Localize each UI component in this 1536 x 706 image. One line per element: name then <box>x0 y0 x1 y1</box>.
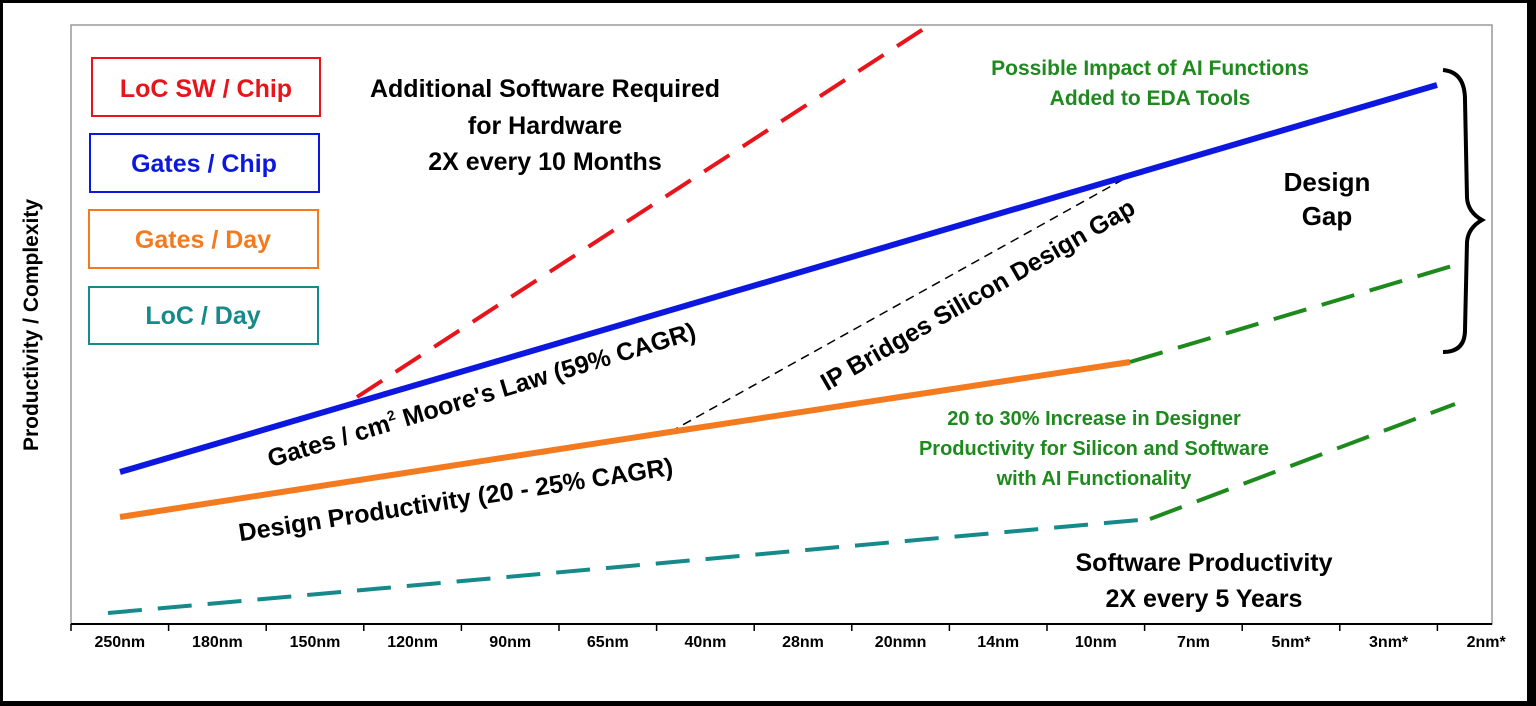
x-tick-label: 10nm <box>1075 634 1117 651</box>
x-axis-ticks: 250nm 180nm 150nm 120nm 90nm 65nm 40nm 28nm 20nm… <box>70 624 1507 651</box>
loc-day-ai-line <box>1149 402 1456 521</box>
x-tick-label: 14nm <box>977 634 1019 651</box>
annotation-line: Software Productivity <box>1076 549 1333 577</box>
ai-eda-annotation: Possible Impact of AI Functions Added to… <box>991 57 1309 110</box>
software-productivity-annotation: Software Productivity 2X every 5 Years <box>1076 549 1333 613</box>
annotation-line: with AI Functionality <box>996 468 1193 490</box>
annotation-line: Productivity for Silicon and Software <box>919 438 1269 460</box>
y-axis-label: Productivity / Complexity <box>20 199 43 451</box>
x-tick-label: 90nm <box>489 634 531 651</box>
x-tick-label: 250nm <box>94 634 145 651</box>
legend-label: Gates / Chip <box>131 150 277 178</box>
x-tick-label: 3nm* <box>1369 634 1409 651</box>
legend-label: LoC / Day <box>145 302 260 330</box>
x-tick-label: 150nm <box>290 634 341 651</box>
x-tick-label: 20nmn <box>875 634 927 651</box>
annotation-line: Design <box>1284 167 1371 197</box>
design-gap-annotation: Design Gap <box>1284 167 1371 231</box>
legend-loc-sw-chip: LoC SW / Chip <box>91 57 321 117</box>
legend-loc-day: LoC / Day <box>88 286 319 345</box>
gates-chip-line <box>119 82 1438 475</box>
x-tick-label: 2nm* <box>1467 634 1507 651</box>
gates-day-line <box>119 359 1131 520</box>
x-tick-label: 5nm* <box>1271 634 1311 651</box>
figure-frame <box>3 3 1527 701</box>
legend-gates-chip: Gates / Chip <box>89 133 320 193</box>
x-tick-label: 120nm <box>387 634 438 651</box>
annotation-line: 2X every 10 Months <box>428 148 661 176</box>
x-tick-label: 40nm <box>685 634 727 651</box>
x-tick-label: 65nm <box>587 634 629 651</box>
annotation-line: 2X every 5 Years <box>1106 585 1303 613</box>
ip-bridges-line <box>669 169 1141 433</box>
gates-day-ai-line <box>1129 264 1453 364</box>
moores-law-label: Gates / cm2 Moore's Law (59% CAGR) <box>264 317 699 474</box>
annotation-line: Added to EDA Tools <box>1050 87 1251 110</box>
x-tick-label: 180nm <box>192 634 243 651</box>
legend-label: LoC SW / Chip <box>120 75 292 103</box>
loc-sw-chip-line <box>355 26 927 399</box>
legend-gates-day: Gates / Day <box>88 209 319 269</box>
software-required-annotation: Additional Software Required for Hardwar… <box>370 75 720 176</box>
annotation-line: Gap <box>1302 201 1353 231</box>
loc-day-line <box>107 517 1151 615</box>
annotation-line: for Hardware <box>468 112 622 140</box>
annotation-line: 20 to 30% Increase in Designer <box>947 408 1241 430</box>
x-tick-label: 7nm <box>1177 634 1210 651</box>
ai-increase-annotation: 20 to 30% Increase in Designer Productiv… <box>919 408 1269 490</box>
x-tick-label: 28nm <box>782 634 824 651</box>
annotation-line: Possible Impact of AI Functions <box>991 57 1309 80</box>
legend-label: Gates / Day <box>135 226 271 254</box>
design-gap-brace <box>1442 68 1487 354</box>
annotation-line: Additional Software Required <box>370 75 720 103</box>
